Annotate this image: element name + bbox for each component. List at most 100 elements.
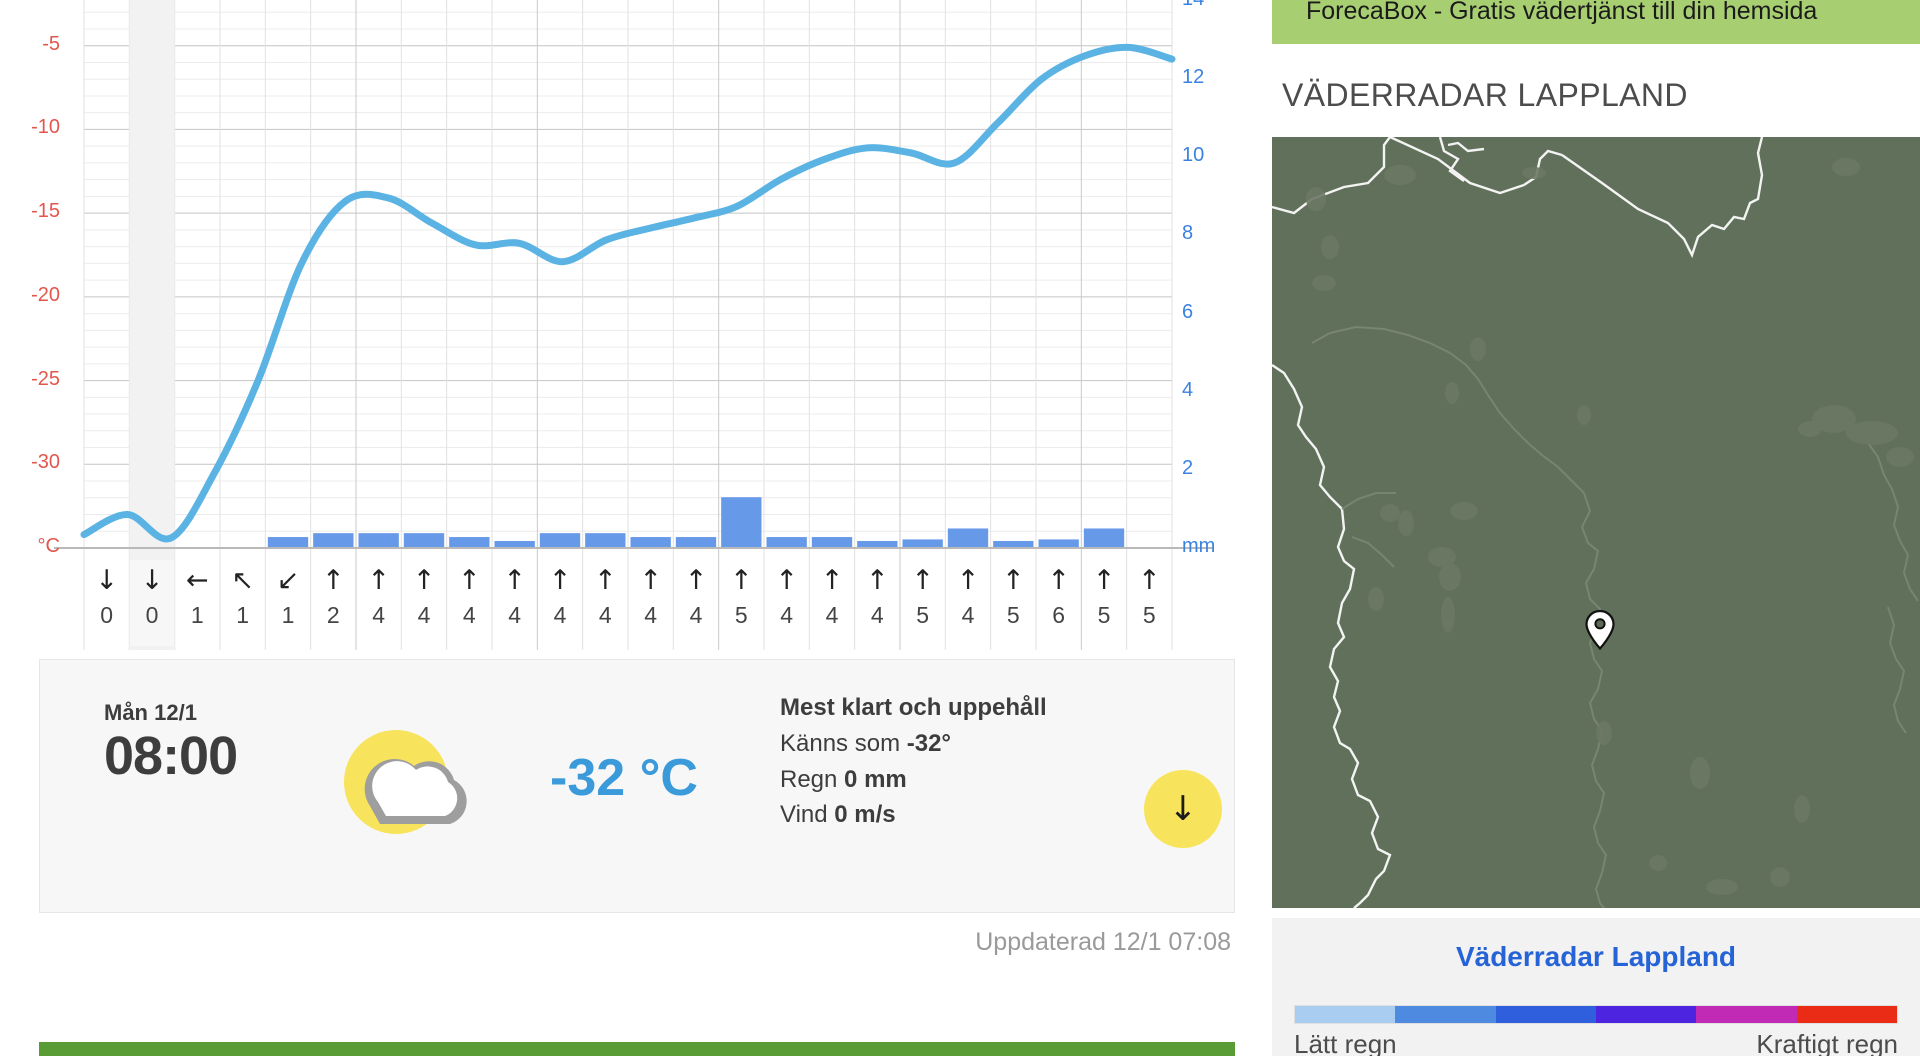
wind-direction-badge: ↓ xyxy=(1144,770,1222,848)
promo-banner[interactable]: ForecaBox - Gratis vädertjänst till din … xyxy=(1272,0,1920,44)
wind-direction-arrow-icon: ↑ xyxy=(1092,565,1116,596)
precipitation-bar xyxy=(267,537,309,548)
wind-speed-value: 4 xyxy=(508,602,522,628)
temperature-tick-label: -5 xyxy=(42,32,60,55)
precipitation-tick-label: 14 xyxy=(1182,0,1242,11)
wind-cell: ↖ 1 xyxy=(221,560,265,646)
temperature-line xyxy=(80,43,1176,543)
precipitation-bar xyxy=(993,540,1034,548)
temperature-tick-label: -15 xyxy=(31,200,60,223)
wind-direction-arrow-icon: ↑ xyxy=(684,565,708,596)
wind-cell: ↓ 0 xyxy=(130,560,174,646)
wind-cell: ↙ 1 xyxy=(266,560,310,646)
precipitation-tick-label: 6 xyxy=(1182,300,1194,323)
wind-cell: ↑ 5 xyxy=(991,560,1035,646)
precipitation-bar xyxy=(857,540,898,548)
rain-label: Regn xyxy=(780,765,838,793)
precipitation-bar xyxy=(313,533,354,548)
wind-cell: ↑ 4 xyxy=(629,560,673,646)
wind-direction-arrow-icon: ↑ xyxy=(1047,565,1070,596)
wind-speed-value: 1 xyxy=(281,602,295,628)
wind-cell: ↑ 5 xyxy=(901,560,945,646)
precipitation-bar xyxy=(630,537,671,548)
wind-cell: ↓ 0 xyxy=(85,560,129,646)
wind-direction-arrow-icon: ↓ xyxy=(140,565,164,596)
bottom-accent-bar xyxy=(39,1042,1235,1056)
wind-speed-value: 1 xyxy=(236,602,250,628)
precipitation-bar xyxy=(1083,528,1125,548)
wind-cell: ↑ 4 xyxy=(402,560,446,646)
temperature-tick-label: -10 xyxy=(31,116,60,139)
precipitation-tick-label: 8 xyxy=(1182,222,1194,245)
wind-speed-value: 4 xyxy=(372,602,386,628)
wind-direction-arrow-icon: ↙ xyxy=(276,565,300,596)
legend-light-rain-label: Lätt regn xyxy=(1294,1029,1397,1056)
feels-like-value: -32° xyxy=(906,729,952,757)
updated-timestamp: Uppdaterad 12/1 07:08 xyxy=(975,928,1231,956)
wind-cell: ↑ 6 xyxy=(1037,560,1081,646)
wind-speed-value: 6 xyxy=(1052,602,1066,628)
precipitation-tick-label: 2 xyxy=(1182,456,1194,479)
wind-direction-arrow-icon: ↑ xyxy=(820,565,844,596)
wind-speed-value: 0 xyxy=(100,602,114,628)
wind-speed-value: 4 xyxy=(417,602,431,628)
legend-color-band xyxy=(1295,1006,1396,1023)
wind-direction-arrow-icon: ↑ xyxy=(639,565,662,596)
wind-row: ↓ 0 ↓ 0 ← 1 ↖ 1 ↙ 1 ↑ 2 ↑ 4 ↑ 4 ↑ 4 ↑ 4 ↑ 4 ↑ 4 ↑ 4 ↑ 4 ↑ 5 ↑ 4 ↑ 4 ↑ 4 ↑ 5 ↑ 4… xyxy=(0,560,1262,650)
wind-speed-value: 4 xyxy=(825,602,839,628)
detail-time: 08:00 xyxy=(104,726,238,786)
weather-chart[interactable]: 0-5-10-15-20-25-30°C 1412108642mm xyxy=(0,0,1262,650)
radar-map[interactable] xyxy=(1272,137,1920,908)
detail-headline: Mest klart och uppehåll xyxy=(780,694,1047,721)
wind-speed-value: 5 xyxy=(1097,602,1111,628)
radar-map-graphic xyxy=(1272,137,1920,908)
wind-cell: ↑ 4 xyxy=(674,560,718,646)
precipitation-tick-label: 10 xyxy=(1182,144,1205,167)
detail-day: Mån 12/1 xyxy=(104,700,197,725)
wind-cell: ↑ 4 xyxy=(538,560,582,646)
detail-wind: Vind 0 m/s xyxy=(780,797,1047,833)
wind-cell: ↑ 5 xyxy=(1127,560,1171,646)
detail-feels-like: Känns som -32° xyxy=(780,726,1047,762)
wind-direction-arrow-icon: ↑ xyxy=(367,565,390,596)
wind-cell: ↑ 4 xyxy=(447,560,491,646)
legend-color-band xyxy=(1395,1006,1496,1023)
precipitation-bar xyxy=(585,533,626,548)
radar-section-title: VÄDERRADAR LAPPLAND xyxy=(1282,77,1688,113)
wind-direction-arrow-icon: ↑ xyxy=(1002,565,1025,596)
wind-direction-arrow-icon: ↖ xyxy=(231,565,254,596)
precipitation-axis-unit: mm xyxy=(1182,535,1216,557)
radar-link[interactable]: Väderradar Lappland xyxy=(1455,941,1737,972)
temperature-tick-label: -30 xyxy=(31,451,60,474)
legend-color-band xyxy=(1495,1006,1596,1023)
wind-cell: ← 1 xyxy=(175,560,219,646)
wind-direction-arrow-icon: ↑ xyxy=(412,565,436,596)
precipitation-bar xyxy=(675,537,717,548)
wind-label: Vind xyxy=(780,801,828,829)
wind-direction-arrow-icon: ↓ xyxy=(1168,789,1198,829)
hour-detail-card[interactable]: Mån 12/1 08:00 -32 °C Mest klart och upp… xyxy=(39,659,1235,913)
temperature-tick-label: -25 xyxy=(31,367,60,390)
temperature-tick-label: -20 xyxy=(31,283,60,306)
promo-banner-text: ForecaBox - Gratis vädertjänst till din … xyxy=(1306,0,1818,25)
precipitation-bar xyxy=(358,533,399,548)
forecast-panel: 0-5-10-15-20-25-30°C 1412108642mm ↓0↓0←1… xyxy=(0,0,1262,1056)
wind-direction-arrow-icon: ↑ xyxy=(548,565,572,596)
rain-value: 0 mm xyxy=(844,765,907,793)
wind-direction-arrow-icon: ↑ xyxy=(1138,565,1161,596)
wind-cell: ↑ 5 xyxy=(719,560,763,646)
wind-speed-value: 4 xyxy=(961,602,975,628)
wind-cell: ↑ 4 xyxy=(583,560,627,646)
location-pin-icon xyxy=(1585,609,1615,651)
radar-legend-panel: Väderradar Lappland xyxy=(1272,918,1920,1056)
wind-direction-arrow-icon: ↑ xyxy=(503,565,526,596)
precipitation-bar xyxy=(721,497,762,548)
wind-speed-value: 4 xyxy=(553,602,567,628)
wind-speed-value: 4 xyxy=(780,602,794,628)
precipitation-tick-label: 12 xyxy=(1182,66,1205,89)
detail-rain: Regn 0 mm xyxy=(780,762,1047,798)
wind-speed-value: 5 xyxy=(1142,602,1156,628)
wind-speed-value: 4 xyxy=(644,602,658,628)
temperature-axis-unit: °C xyxy=(37,535,60,557)
